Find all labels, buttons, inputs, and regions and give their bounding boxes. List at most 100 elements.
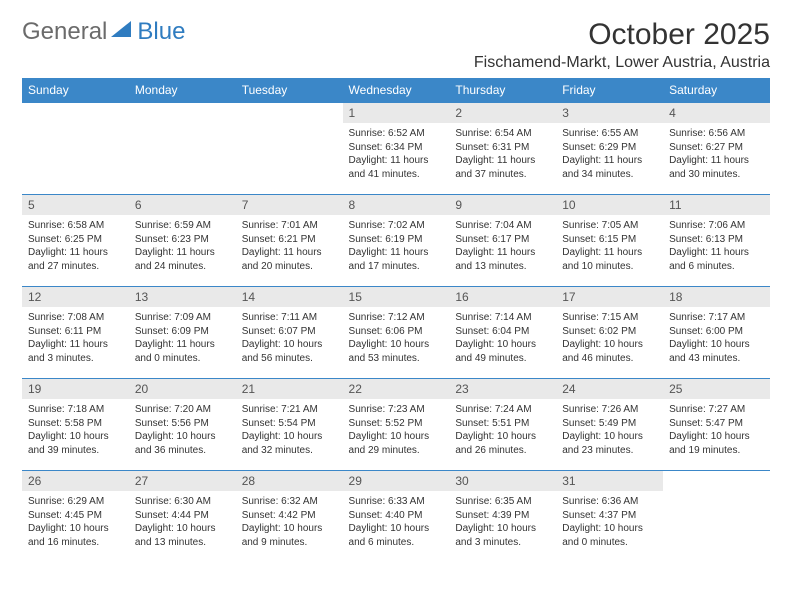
calendar-cell: . bbox=[129, 103, 236, 195]
sunset-text: Sunset: 5:51 PM bbox=[455, 417, 550, 431]
calendar-cell: 13Sunrise: 7:09 AMSunset: 6:09 PMDayligh… bbox=[129, 287, 236, 379]
daylight-text: Daylight: 10 hours and 56 minutes. bbox=[242, 338, 337, 365]
day-number: 31 bbox=[556, 471, 663, 491]
page-title: October 2025 bbox=[474, 18, 770, 52]
sunset-text: Sunset: 6:31 PM bbox=[455, 141, 550, 155]
day-details: Sunrise: 7:08 AMSunset: 6:11 PMDaylight:… bbox=[22, 307, 129, 371]
sunset-text: Sunset: 6:17 PM bbox=[455, 233, 550, 247]
sunset-text: Sunset: 4:39 PM bbox=[455, 509, 550, 523]
sunset-text: Sunset: 5:54 PM bbox=[242, 417, 337, 431]
sunrise-text: Sunrise: 7:05 AM bbox=[562, 219, 657, 233]
daylight-text: Daylight: 10 hours and 43 minutes. bbox=[669, 338, 764, 365]
day-number: 15 bbox=[343, 287, 450, 307]
sunset-text: Sunset: 6:34 PM bbox=[349, 141, 444, 155]
day-details: Sunrise: 7:02 AMSunset: 6:19 PMDaylight:… bbox=[343, 215, 450, 279]
calendar-cell: 29Sunrise: 6:33 AMSunset: 4:40 PMDayligh… bbox=[343, 471, 450, 563]
daylight-text: Daylight: 11 hours and 27 minutes. bbox=[28, 246, 123, 273]
day-details: Sunrise: 7:23 AMSunset: 5:52 PMDaylight:… bbox=[343, 399, 450, 463]
sunrise-text: Sunrise: 7:08 AM bbox=[28, 311, 123, 325]
daylight-text: Daylight: 10 hours and 39 minutes. bbox=[28, 430, 123, 457]
daylight-text: Daylight: 11 hours and 10 minutes. bbox=[562, 246, 657, 273]
day-number: 21 bbox=[236, 379, 343, 399]
header: General Blue October 2025 Fischamend-Mar… bbox=[22, 18, 770, 72]
sunrise-text: Sunrise: 6:56 AM bbox=[669, 127, 764, 141]
day-number: 28 bbox=[236, 471, 343, 491]
calendar-cell: 3Sunrise: 6:55 AMSunset: 6:29 PMDaylight… bbox=[556, 103, 663, 195]
daylight-text: Daylight: 11 hours and 6 minutes. bbox=[669, 246, 764, 273]
sunset-text: Sunset: 6:21 PM bbox=[242, 233, 337, 247]
calendar-cell: 16Sunrise: 7:14 AMSunset: 6:04 PMDayligh… bbox=[449, 287, 556, 379]
day-number: 17 bbox=[556, 287, 663, 307]
day-number: 16 bbox=[449, 287, 556, 307]
sunset-text: Sunset: 6:02 PM bbox=[562, 325, 657, 339]
weekday-header: Thursday bbox=[449, 78, 556, 103]
sunrise-text: Sunrise: 7:04 AM bbox=[455, 219, 550, 233]
sunrise-text: Sunrise: 7:24 AM bbox=[455, 403, 550, 417]
calendar-row: 19Sunrise: 7:18 AMSunset: 5:58 PMDayligh… bbox=[22, 379, 770, 471]
calendar-cell: 7Sunrise: 7:01 AMSunset: 6:21 PMDaylight… bbox=[236, 195, 343, 287]
day-details: Sunrise: 6:55 AMSunset: 6:29 PMDaylight:… bbox=[556, 123, 663, 187]
day-number: 4 bbox=[663, 103, 770, 123]
sunrise-text: Sunrise: 6:29 AM bbox=[28, 495, 123, 509]
sunset-text: Sunset: 4:45 PM bbox=[28, 509, 123, 523]
day-details: Sunrise: 6:35 AMSunset: 4:39 PMDaylight:… bbox=[449, 491, 556, 555]
daylight-text: Daylight: 10 hours and 46 minutes. bbox=[562, 338, 657, 365]
sunset-text: Sunset: 5:49 PM bbox=[562, 417, 657, 431]
daylight-text: Daylight: 11 hours and 20 minutes. bbox=[242, 246, 337, 273]
sunrise-text: Sunrise: 6:30 AM bbox=[135, 495, 230, 509]
day-number: 22 bbox=[343, 379, 450, 399]
sunrise-text: Sunrise: 7:11 AM bbox=[242, 311, 337, 325]
sunrise-text: Sunrise: 6:32 AM bbox=[242, 495, 337, 509]
calendar-cell: 25Sunrise: 7:27 AMSunset: 5:47 PMDayligh… bbox=[663, 379, 770, 471]
sunset-text: Sunset: 6:19 PM bbox=[349, 233, 444, 247]
sunset-text: Sunset: 6:06 PM bbox=[349, 325, 444, 339]
day-number: 30 bbox=[449, 471, 556, 491]
sunrise-text: Sunrise: 6:36 AM bbox=[562, 495, 657, 509]
calendar-cell: 24Sunrise: 7:26 AMSunset: 5:49 PMDayligh… bbox=[556, 379, 663, 471]
day-details: Sunrise: 7:04 AMSunset: 6:17 PMDaylight:… bbox=[449, 215, 556, 279]
day-details: Sunrise: 6:52 AMSunset: 6:34 PMDaylight:… bbox=[343, 123, 450, 187]
daylight-text: Daylight: 10 hours and 53 minutes. bbox=[349, 338, 444, 365]
day-details: Sunrise: 7:27 AMSunset: 5:47 PMDaylight:… bbox=[663, 399, 770, 463]
day-number: 25 bbox=[663, 379, 770, 399]
calendar-cell: . bbox=[236, 103, 343, 195]
sunrise-text: Sunrise: 7:23 AM bbox=[349, 403, 444, 417]
calendar-cell: 1Sunrise: 6:52 AMSunset: 6:34 PMDaylight… bbox=[343, 103, 450, 195]
sunrise-text: Sunrise: 7:21 AM bbox=[242, 403, 337, 417]
daylight-text: Daylight: 10 hours and 6 minutes. bbox=[349, 522, 444, 549]
calendar-cell: 5Sunrise: 6:58 AMSunset: 6:25 PMDaylight… bbox=[22, 195, 129, 287]
day-number: 9 bbox=[449, 195, 556, 215]
sunset-text: Sunset: 6:11 PM bbox=[28, 325, 123, 339]
calendar-cell: 30Sunrise: 6:35 AMSunset: 4:39 PMDayligh… bbox=[449, 471, 556, 563]
day-details: Sunrise: 7:14 AMSunset: 6:04 PMDaylight:… bbox=[449, 307, 556, 371]
calendar-cell: 12Sunrise: 7:08 AMSunset: 6:11 PMDayligh… bbox=[22, 287, 129, 379]
day-details: Sunrise: 7:17 AMSunset: 6:00 PMDaylight:… bbox=[663, 307, 770, 371]
sunrise-text: Sunrise: 6:54 AM bbox=[455, 127, 550, 141]
calendar-cell: 14Sunrise: 7:11 AMSunset: 6:07 PMDayligh… bbox=[236, 287, 343, 379]
calendar-row: 26Sunrise: 6:29 AMSunset: 4:45 PMDayligh… bbox=[22, 471, 770, 563]
day-details: Sunrise: 7:20 AMSunset: 5:56 PMDaylight:… bbox=[129, 399, 236, 463]
day-details: Sunrise: 6:29 AMSunset: 4:45 PMDaylight:… bbox=[22, 491, 129, 555]
day-number: 2 bbox=[449, 103, 556, 123]
sunrise-text: Sunrise: 7:09 AM bbox=[135, 311, 230, 325]
daylight-text: Daylight: 10 hours and 13 minutes. bbox=[135, 522, 230, 549]
sunrise-text: Sunrise: 6:55 AM bbox=[562, 127, 657, 141]
weekday-header: Tuesday bbox=[236, 78, 343, 103]
daylight-text: Daylight: 10 hours and 16 minutes. bbox=[28, 522, 123, 549]
sunset-text: Sunset: 6:25 PM bbox=[28, 233, 123, 247]
sunset-text: Sunset: 4:44 PM bbox=[135, 509, 230, 523]
day-details: Sunrise: 7:11 AMSunset: 6:07 PMDaylight:… bbox=[236, 307, 343, 371]
brand-blue: Blue bbox=[137, 18, 185, 46]
day-number: 20 bbox=[129, 379, 236, 399]
daylight-text: Daylight: 10 hours and 29 minutes. bbox=[349, 430, 444, 457]
sunrise-text: Sunrise: 6:52 AM bbox=[349, 127, 444, 141]
weekday-header-row: Sunday Monday Tuesday Wednesday Thursday… bbox=[22, 78, 770, 103]
calendar-cell: 26Sunrise: 6:29 AMSunset: 4:45 PMDayligh… bbox=[22, 471, 129, 563]
sunset-text: Sunset: 6:15 PM bbox=[562, 233, 657, 247]
day-details: Sunrise: 7:05 AMSunset: 6:15 PMDaylight:… bbox=[556, 215, 663, 279]
calendar-cell: 10Sunrise: 7:05 AMSunset: 6:15 PMDayligh… bbox=[556, 195, 663, 287]
calendar-cell: 31Sunrise: 6:36 AMSunset: 4:37 PMDayligh… bbox=[556, 471, 663, 563]
day-details: Sunrise: 6:56 AMSunset: 6:27 PMDaylight:… bbox=[663, 123, 770, 187]
daylight-text: Daylight: 11 hours and 34 minutes. bbox=[562, 154, 657, 181]
day-details: Sunrise: 6:30 AMSunset: 4:44 PMDaylight:… bbox=[129, 491, 236, 555]
